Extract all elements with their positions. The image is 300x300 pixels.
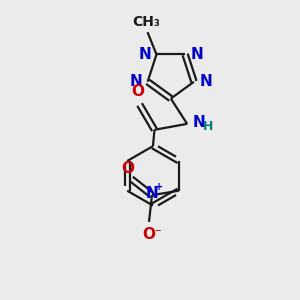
Text: N: N bbox=[138, 47, 151, 62]
Text: O: O bbox=[132, 84, 145, 99]
Text: N: N bbox=[130, 74, 142, 89]
Text: N: N bbox=[193, 115, 205, 130]
Text: H: H bbox=[202, 120, 213, 133]
Text: ⁻: ⁻ bbox=[154, 227, 161, 240]
Text: N: N bbox=[199, 74, 212, 89]
Text: N: N bbox=[146, 186, 158, 201]
Text: O: O bbox=[142, 227, 155, 242]
Text: +: + bbox=[155, 182, 164, 192]
Text: N: N bbox=[190, 47, 203, 62]
Text: CH₃: CH₃ bbox=[132, 15, 160, 28]
Text: O: O bbox=[122, 161, 135, 176]
